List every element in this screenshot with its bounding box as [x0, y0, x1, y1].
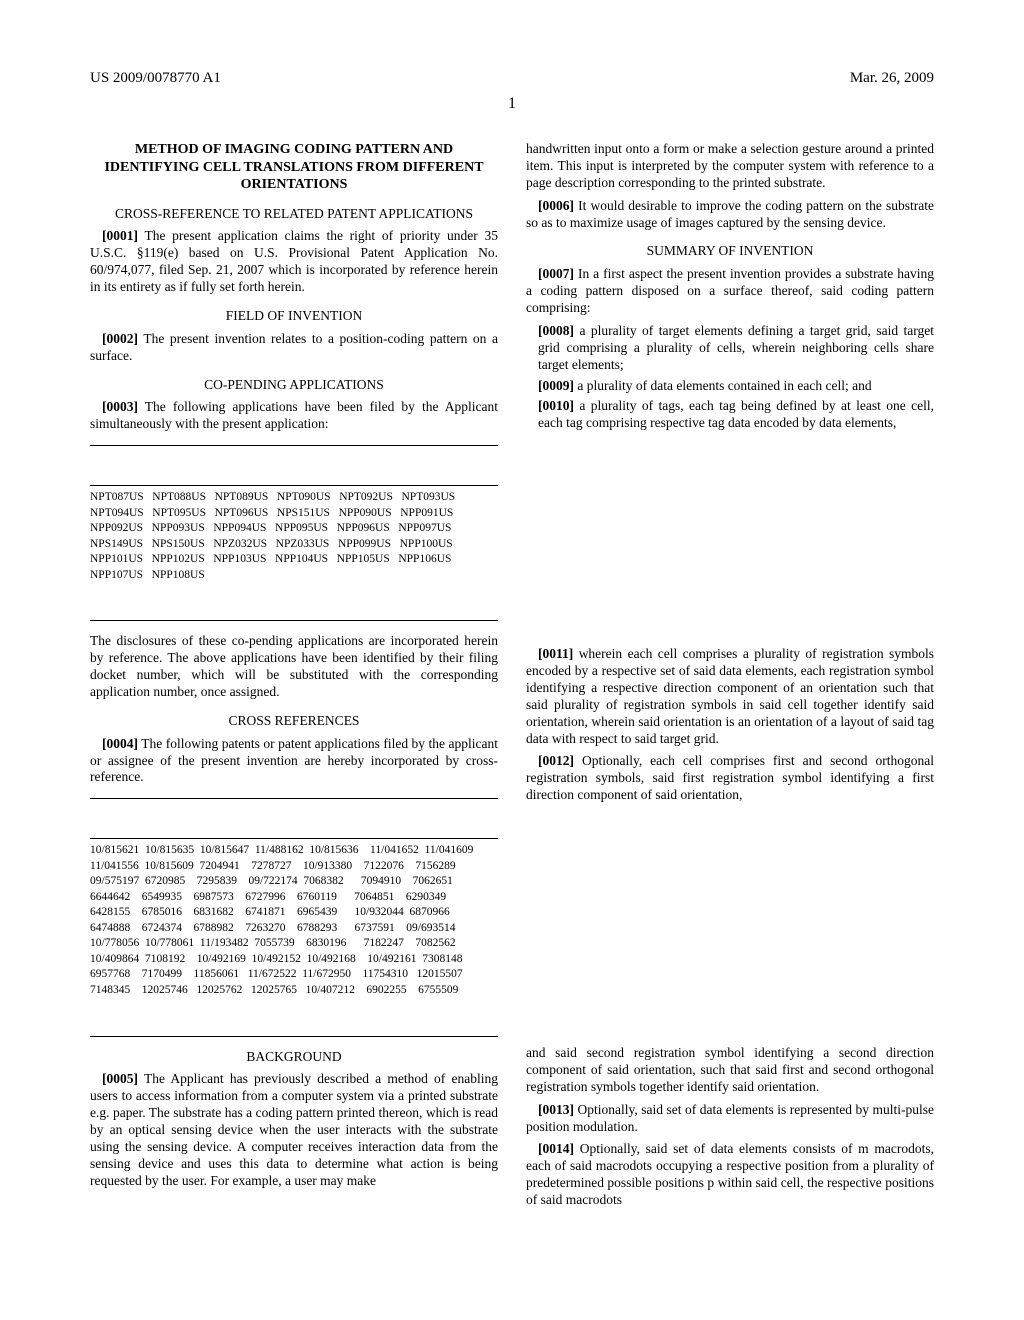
- para-text-0008: a plurality of target elements defining …: [538, 323, 934, 372]
- background-heading: BACKGROUND: [90, 1049, 498, 1066]
- references-table: 10/815621 10/815635 10/815647 11/488162 …: [90, 798, 498, 1036]
- para-0008: [0008] a plurality of target elements de…: [526, 323, 934, 374]
- publication-date: Mar. 26, 2009: [850, 70, 934, 87]
- para-num-0002: [0002]: [102, 331, 138, 346]
- para-0013: [0013] Optionally, said set of data elem…: [526, 1102, 934, 1136]
- cross-references-heading: CROSS REFERENCES: [90, 713, 498, 730]
- para-num-0014: [0014]: [538, 1141, 574, 1156]
- references-table-content: 10/815621 10/815635 10/815647 11/488162 …: [90, 838, 498, 998]
- para-num-0007: [0007]: [538, 266, 574, 281]
- para-0001: [0001] The present application claims th…: [90, 228, 498, 296]
- para-text-0010: a plurality of tags, each tag being defi…: [538, 398, 934, 430]
- para-0011: [0011] wherein each cell comprises a plu…: [526, 646, 934, 747]
- para-0005: [0005] The Applicant has previously desc…: [90, 1071, 498, 1189]
- cross-ref-heading: CROSS-REFERENCE TO RELATED PATENT APPLIC…: [90, 206, 498, 223]
- para-num-0010: [0010]: [538, 398, 574, 413]
- para-text-0005: The Applicant has previously described a…: [90, 1071, 498, 1187]
- patent-page: US 2009/0078770 A1 Mar. 26, 2009 1 METHO…: [0, 0, 1024, 1320]
- para-0012: [0012] Optionally, each cell comprises f…: [526, 753, 934, 804]
- para-num-0009: [0009]: [538, 378, 574, 393]
- para-0009: [0009] a plurality of data elements cont…: [526, 378, 934, 395]
- publication-number: US 2009/0078770 A1: [90, 70, 221, 87]
- applications-table: NPT087US NPT088US NPT089US NPT090US NPT0…: [90, 445, 498, 621]
- applications-table-content: NPT087US NPT088US NPT089US NPT090US NPT0…: [90, 485, 498, 583]
- para-text-0003: The following applications have been fil…: [90, 399, 498, 431]
- para-text-0014: Optionally, said set of data elements co…: [526, 1141, 934, 1207]
- content-columns: METHOD OF IMAGING CODING PATTERN AND IDE…: [90, 141, 934, 1215]
- para-text-0009: a plurality of data elements contained i…: [577, 378, 871, 393]
- para-num-0001: [0001]: [102, 228, 138, 243]
- header-row: US 2009/0078770 A1 Mar. 26, 2009: [90, 70, 934, 87]
- after-app-table: The disclosures of these co-pending appl…: [90, 633, 498, 701]
- para-text-0013: Optionally, said set of data elements is…: [526, 1102, 934, 1134]
- right-column: handwritten input onto a form or make a …: [526, 141, 934, 1215]
- para-num-0004: [0004]: [102, 736, 138, 751]
- para-num-0006: [0006]: [538, 198, 574, 213]
- para-0007: [0007] In a first aspect the present inv…: [526, 266, 934, 317]
- para-0002: [0002] The present invention relates to …: [90, 331, 498, 365]
- para-num-0003: [0003]: [102, 399, 138, 414]
- para-text-0012: Optionally, each cell comprises first an…: [526, 753, 934, 802]
- para-0003: [0003] The following applications have b…: [90, 399, 498, 433]
- para-0006: [0006] It would desirable to improve the…: [526, 198, 934, 232]
- page-number: 1: [90, 95, 934, 113]
- spacer-lower: [526, 810, 934, 1045]
- para-text-0007: In a first aspect the present invention …: [526, 266, 934, 315]
- para-num-0012: [0012]: [538, 753, 574, 768]
- para-0004: [0004] The following patents or patent a…: [90, 736, 498, 787]
- para-num-0005: [0005]: [102, 1071, 138, 1086]
- field-heading: FIELD OF INVENTION: [90, 308, 498, 325]
- summary-heading: SUMMARY OF INVENTION: [526, 243, 934, 260]
- para-text-0011: wherein each cell comprises a plurality …: [526, 646, 934, 745]
- para-text-0001: The present application claims the right…: [90, 228, 498, 294]
- spacer-middle: [526, 436, 934, 646]
- para-0010: [0010] a plurality of tags, each tag bei…: [526, 398, 934, 432]
- para-continuation-2: and said second registration symbol iden…: [526, 1045, 934, 1096]
- para-num-0013: [0013]: [538, 1102, 574, 1117]
- left-column: METHOD OF IMAGING CODING PATTERN AND IDE…: [90, 141, 498, 1215]
- paper-title: METHOD OF IMAGING CODING PATTERN AND IDE…: [90, 141, 498, 194]
- para-0014: [0014] Optionally, said set of data elem…: [526, 1141, 934, 1209]
- para-text-0006: It would desirable to improve the coding…: [526, 198, 934, 230]
- para-continuation-1: handwritten input onto a form or make a …: [526, 141, 934, 192]
- para-num-0011: [0011]: [538, 646, 573, 661]
- para-text-0002: The present invention relates to a posit…: [90, 331, 498, 363]
- copending-heading: CO-PENDING APPLICATIONS: [90, 377, 498, 394]
- para-num-0008: [0008]: [538, 323, 574, 338]
- para-text-0004: The following patents or patent applicat…: [90, 736, 498, 785]
